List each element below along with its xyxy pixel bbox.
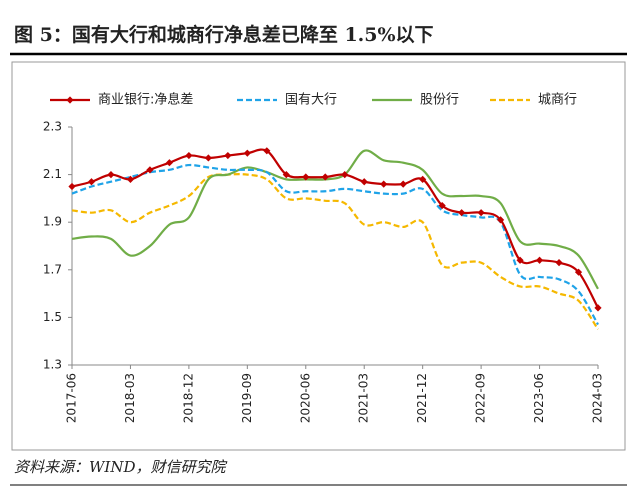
point-marker [399, 180, 407, 188]
y-tick-label: 1.7 [43, 262, 62, 276]
point-marker [341, 171, 349, 179]
point-marker [477, 209, 485, 217]
x-tick-label: 2018-12 [181, 373, 195, 423]
y-tick-label: 2.3 [43, 120, 62, 134]
point-marker [555, 259, 563, 267]
x-tick-label: 2017-06 [65, 373, 79, 423]
point-marker [321, 173, 329, 181]
y-tick-label: 1.9 [43, 215, 62, 229]
point-marker [458, 209, 466, 217]
point-marker [126, 175, 135, 183]
x-tick-label: 2022-09 [474, 373, 488, 423]
point-marker [282, 171, 290, 179]
point-marker [87, 178, 96, 186]
series-line [71, 148, 599, 309]
x-tick-label: 2024-03 [591, 373, 605, 423]
point-marker [204, 154, 212, 162]
legend-label: 城商行 [538, 93, 577, 108]
legend-marker [66, 96, 74, 104]
point-marker [302, 173, 310, 181]
legend-label: 国有大行 [285, 93, 337, 108]
series-line [71, 173, 599, 330]
legend-label: 商业银行:净息差 [98, 92, 193, 108]
y-tick-label: 2.1 [43, 167, 62, 181]
point-marker [419, 175, 427, 183]
point-marker [263, 147, 271, 155]
point-marker [535, 256, 544, 264]
point-marker [185, 151, 193, 160]
point-marker [496, 216, 505, 224]
x-tick-label: 2018-03 [123, 373, 137, 423]
point-marker [243, 149, 251, 157]
legend-label: 股份行 [420, 93, 459, 108]
x-tick-label: 2023-06 [532, 373, 546, 423]
point-marker [574, 268, 583, 276]
series-line [71, 149, 599, 290]
point-marker [380, 180, 388, 188]
x-tick-label: 2020-06 [298, 373, 312, 423]
point-marker [224, 151, 232, 160]
point-marker [107, 171, 115, 179]
point-marker [165, 159, 174, 167]
source: 资料来源：WIND，财信研究院 [14, 458, 227, 476]
point-marker [68, 182, 76, 191]
chart-title: 图 5：国有大行和城商行净息差已降至 1.5%以下 [14, 23, 434, 46]
point-marker [438, 201, 446, 210]
series-line [71, 163, 599, 326]
point-marker [146, 166, 154, 174]
y-tick-label: 1.3 [43, 358, 62, 372]
x-tick-label: 2021-12 [415, 373, 429, 423]
point-marker [516, 256, 524, 264]
point-marker [594, 304, 602, 312]
x-tick-label: 2021-03 [357, 373, 371, 423]
chart-frame [11, 61, 626, 451]
point-marker [360, 178, 368, 186]
x-tick-label: 2019-09 [240, 373, 254, 423]
y-tick-label: 1.5 [43, 310, 62, 324]
